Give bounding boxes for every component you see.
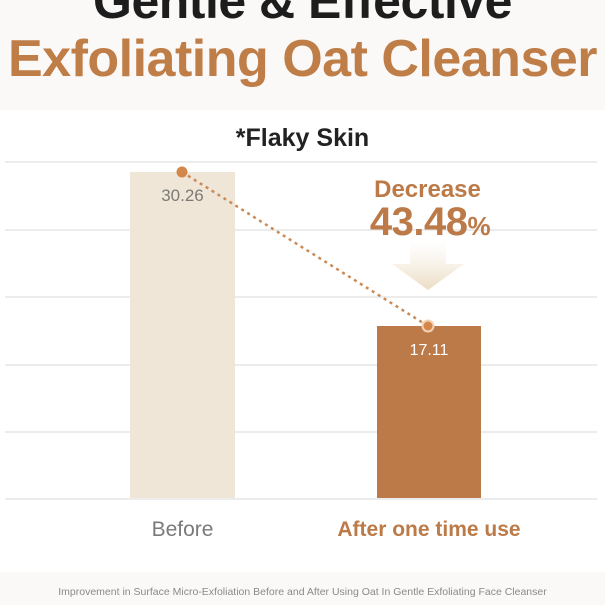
x-label-after: After one time use xyxy=(337,518,521,541)
x-label-before: Before xyxy=(151,518,214,541)
gridline xyxy=(5,161,597,163)
bar-after: 17.11 xyxy=(377,326,481,499)
chart-card: *Flaky Skin 30.26 17.11 Decrease 43.48% … xyxy=(0,110,605,572)
gridline xyxy=(5,296,597,298)
footer-note: Improvement in Surface Micro-Exfoliation… xyxy=(0,572,605,605)
gridline xyxy=(5,364,597,366)
baseline xyxy=(5,498,597,500)
footnote-line1: Improvement in Surface Micro-Exfoliation… xyxy=(58,586,547,598)
value-label-before: 30.26 xyxy=(161,186,204,205)
point-before xyxy=(176,166,188,178)
decrease-percent: 43.48% xyxy=(369,200,491,244)
gridline xyxy=(5,431,597,433)
header: Gentle & Effective Exfoliating Oat Clean… xyxy=(0,0,605,110)
point-after xyxy=(421,319,435,333)
down-arrow-icon xyxy=(392,242,464,290)
bar-before: 30.26 xyxy=(130,172,235,499)
product-name: Exfoliating Oat Cleanser xyxy=(7,30,598,88)
trend-connector xyxy=(176,166,435,333)
gridline xyxy=(5,229,597,231)
headline: Gentle & Effective xyxy=(93,0,512,29)
value-label-after: 17.11 xyxy=(409,342,449,359)
chart-title: *Flaky Skin xyxy=(235,124,370,152)
decrease-label: Decrease xyxy=(374,176,481,203)
